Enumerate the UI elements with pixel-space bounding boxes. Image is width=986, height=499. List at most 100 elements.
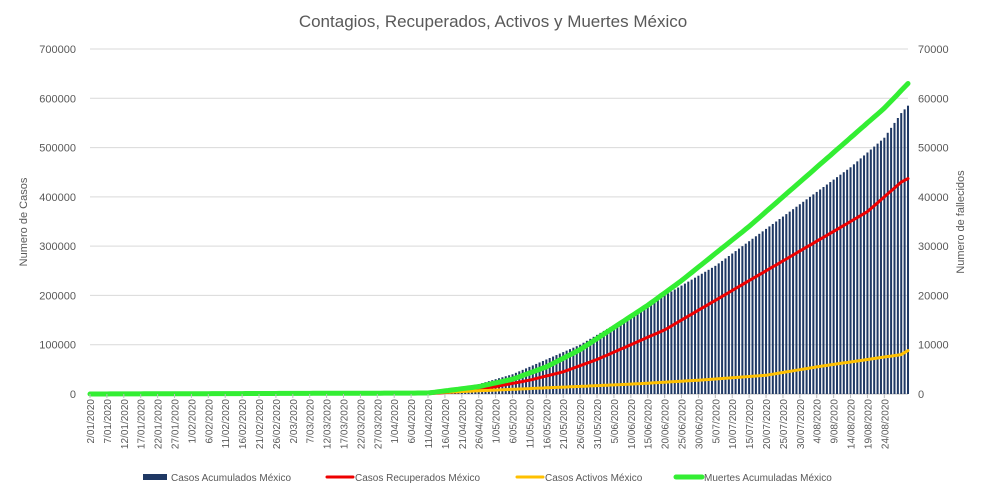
bar	[748, 241, 751, 394]
bar	[863, 155, 866, 394]
x-tick-label: 15/06/2020	[644, 399, 655, 449]
x-tick-label: 12/03/2020	[323, 399, 334, 449]
bar	[673, 289, 676, 394]
bar	[724, 258, 727, 394]
bar	[778, 219, 781, 394]
bar	[785, 214, 788, 394]
bar	[633, 313, 636, 394]
bar	[788, 211, 791, 394]
x-tick-label: 20/06/2020	[661, 399, 672, 449]
y-right-tick-label: 10000	[918, 340, 949, 352]
bar	[710, 267, 713, 394]
x-tick-label: 26/02/2020	[272, 399, 283, 449]
bar	[734, 251, 737, 394]
y-left-tick-label: 100000	[39, 340, 76, 352]
bar	[781, 216, 784, 394]
x-tick-label: 6/04/2020	[407, 399, 418, 444]
x-tick-label: 1/05/2020	[492, 399, 503, 444]
x-tick-label: 2/03/2020	[289, 399, 300, 444]
bar	[893, 122, 896, 394]
bar	[568, 349, 571, 394]
x-tick-label: 16/04/2020	[441, 399, 452, 449]
bar	[592, 336, 595, 394]
x-tick-label: 7/03/2020	[306, 399, 317, 444]
bar	[582, 342, 585, 394]
x-tick-label: 30/07/2020	[796, 399, 807, 449]
x-tick-label: 30/06/2020	[694, 399, 705, 449]
y-left-tick-label: 300000	[39, 241, 76, 253]
bar	[575, 346, 578, 394]
bar	[805, 199, 808, 394]
bar	[683, 283, 686, 394]
bar	[873, 146, 876, 394]
x-tick-label: 26/04/2020	[475, 399, 486, 449]
bar	[744, 243, 747, 394]
bar	[646, 305, 649, 394]
legend-swatch	[143, 474, 167, 480]
bar	[798, 204, 801, 394]
x-tick-label: 9/08/2020	[830, 399, 841, 444]
bar	[761, 231, 764, 394]
x-tick-label: 10/07/2020	[728, 399, 739, 449]
x-tick-label: 31/05/2020	[593, 399, 604, 449]
x-tick-label: 17/03/2020	[340, 399, 351, 449]
bar	[656, 299, 659, 394]
bar	[869, 149, 872, 394]
bar	[653, 301, 656, 394]
bar	[859, 158, 862, 394]
bar	[836, 177, 839, 394]
bar	[609, 326, 612, 394]
bar	[866, 152, 869, 394]
x-tick-label: 25/07/2020	[779, 399, 790, 449]
bar	[829, 182, 832, 394]
legend-label: Muertes Acumuladas México	[704, 473, 832, 484]
bar	[771, 223, 774, 394]
bar	[596, 334, 599, 394]
bar	[606, 328, 609, 394]
bar	[856, 161, 859, 394]
x-tick-label: 14/08/2020	[847, 399, 858, 449]
bar	[727, 256, 730, 394]
bar	[721, 260, 724, 394]
x-tick-label: 15/07/2020	[745, 399, 756, 449]
y-right-tick-label: 50000	[918, 143, 949, 155]
bar	[589, 338, 592, 394]
bar	[579, 344, 582, 394]
bar	[636, 311, 639, 394]
bar	[819, 189, 822, 394]
bar	[707, 269, 710, 394]
bar	[815, 191, 818, 394]
x-tick-label: 20/07/2020	[762, 399, 773, 449]
x-tick-label: 2/01/2020	[86, 399, 97, 444]
bar	[832, 179, 835, 394]
x-tick-label: 5/06/2020	[610, 399, 621, 444]
bar	[714, 265, 717, 394]
bar	[565, 350, 568, 394]
bar	[650, 303, 653, 394]
x-tick-label: 4/08/2020	[813, 399, 824, 444]
bar	[599, 332, 602, 394]
bar	[808, 196, 811, 394]
bar	[619, 321, 622, 394]
bar	[687, 281, 690, 394]
bar	[704, 271, 707, 394]
bar-series	[295, 105, 910, 395]
x-tick-label: 27/03/2020	[373, 399, 384, 449]
bar	[629, 315, 632, 394]
bar	[822, 187, 825, 394]
bar	[717, 263, 720, 394]
x-tick-label: 7/01/2020	[103, 399, 114, 444]
y-right-tick-label: 60000	[918, 93, 949, 105]
bar	[670, 291, 673, 394]
x-tick-label: 10/06/2020	[627, 399, 638, 449]
x-tick-label: 1/02/2020	[187, 399, 198, 444]
bar	[741, 246, 744, 394]
y-right-tick-label: 70000	[918, 44, 949, 56]
bar	[846, 169, 849, 394]
bar	[751, 238, 754, 394]
bar	[754, 236, 757, 394]
x-tick-label: 17/01/2020	[137, 399, 148, 449]
bar	[900, 113, 903, 395]
bar	[626, 317, 629, 394]
bar	[639, 309, 642, 394]
